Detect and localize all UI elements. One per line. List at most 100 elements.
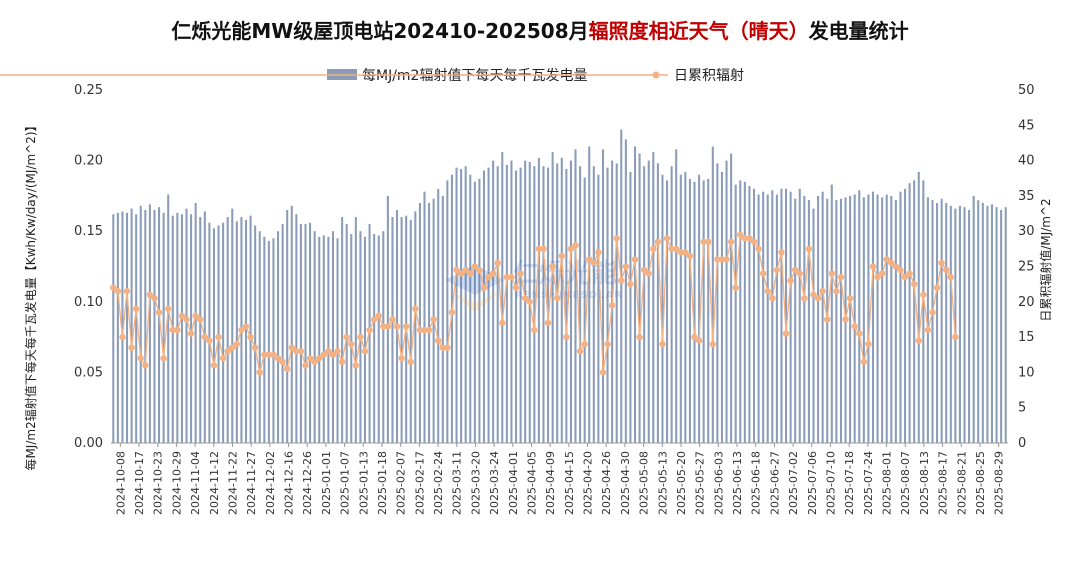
y-left-tick: 0.15	[74, 224, 103, 239]
bar	[153, 210, 156, 443]
bar	[304, 224, 307, 443]
y-left-tick: 0.20	[74, 154, 103, 169]
x-tick-label: 2025-06-18	[750, 451, 763, 515]
bar	[272, 238, 275, 443]
radiation-point	[325, 348, 332, 355]
x-tick-label: 2024-10-29	[170, 451, 183, 515]
bar	[913, 180, 916, 444]
title-highlight: 辐照度相近天气（晴天）	[589, 19, 809, 43]
bar	[656, 163, 659, 443]
watermark-text: 仁烁光能	[513, 258, 617, 289]
radiation-point	[242, 323, 250, 330]
x-tick-label: 2025-07-02	[787, 451, 800, 515]
y-axis-left: 0.00 0.05 0.10 0.15 0.20 0.25	[74, 83, 103, 451]
x-tick-label: 2025-05-13	[656, 451, 669, 515]
radiation-point	[897, 266, 904, 274]
bar	[762, 191, 765, 443]
radiation-point	[700, 238, 707, 245]
radiation-point	[146, 291, 154, 298]
bar	[977, 200, 980, 443]
bar	[473, 181, 476, 443]
x-tick-label: 2024-11-27	[245, 451, 258, 515]
bar	[785, 188, 788, 443]
radiation-point	[187, 330, 195, 337]
bar	[734, 184, 737, 443]
radiation-point	[755, 245, 762, 253]
radiation-point	[398, 355, 405, 362]
radiation-point	[480, 284, 488, 291]
bar	[501, 152, 504, 444]
radiation-point	[714, 256, 721, 263]
x-tick-label: 2025-08-07	[899, 451, 912, 515]
bar	[812, 208, 815, 443]
x-tick-label: 2025-08-21	[955, 451, 968, 515]
bar	[684, 171, 687, 443]
radiation-point	[476, 266, 483, 274]
radiation-point	[705, 238, 712, 245]
bar	[670, 166, 673, 444]
radiation-point	[448, 309, 456, 316]
radiation-point	[366, 326, 373, 334]
radiation-point	[947, 273, 954, 281]
radiation-point	[837, 273, 845, 281]
radiation-point	[215, 333, 222, 341]
bar	[290, 205, 293, 443]
radiation-point	[663, 235, 671, 242]
x-tick-label: 2024-11-22	[227, 451, 240, 515]
radiation-point	[805, 245, 813, 253]
bar	[363, 236, 367, 443]
bar	[899, 191, 902, 443]
radiation-point	[554, 295, 561, 302]
y-left-tick: 0.10	[74, 295, 103, 310]
radiation-point	[270, 351, 277, 358]
bar	[313, 231, 316, 443]
radiation-point	[741, 235, 749, 242]
radiation-point	[256, 369, 263, 376]
radiation-point	[938, 259, 945, 267]
radiation-point	[576, 348, 584, 355]
x-tick-label: 2025-04-20	[582, 451, 595, 515]
x-tick-label: 2025-01-07	[339, 451, 352, 515]
radiation-point	[878, 270, 886, 277]
bar	[460, 169, 463, 443]
bar	[428, 202, 431, 443]
bar	[482, 170, 486, 443]
radiation-point	[636, 333, 643, 341]
radiation-point	[457, 270, 465, 277]
radiation-point	[439, 344, 446, 351]
radiation-point	[622, 263, 630, 270]
radiation-point	[316, 355, 323, 362]
x-tick-label: 2025-08-17	[937, 451, 950, 515]
x-axis: 2024-10-08 2024-10-17 2024-10-23 2024-10-29…	[111, 442, 1008, 515]
bar	[190, 214, 193, 443]
bar	[830, 184, 833, 443]
bar	[277, 231, 280, 443]
radiation-point	[462, 266, 469, 274]
radiation-point	[361, 348, 369, 355]
radiation-point	[796, 270, 803, 277]
radiation-point	[142, 362, 149, 369]
x-tick-label: 2025-07-06	[806, 451, 819, 515]
bar	[862, 197, 865, 443]
bar	[208, 222, 211, 443]
y-left-tick: 0.25	[74, 83, 103, 98]
bar	[327, 236, 330, 443]
title-suffix: 发电量统计	[808, 19, 909, 43]
x-tick-label: 2025-04-30	[619, 451, 632, 515]
x-tick-label: 2025-01-13	[357, 451, 370, 515]
radiation-point	[915, 337, 922, 344]
radiation-point	[293, 348, 300, 355]
x-tick-label: 2024-10-23	[152, 451, 165, 515]
bar	[688, 178, 691, 443]
bar	[633, 146, 637, 444]
radiation-point	[494, 259, 501, 267]
radiation-point	[856, 330, 863, 337]
radiation-point	[640, 266, 648, 274]
radiation-point	[819, 288, 826, 295]
radiation-point	[155, 309, 163, 316]
radiation-point	[352, 362, 360, 369]
bar	[890, 195, 893, 443]
radiation-point	[645, 270, 652, 277]
y-left-tick: 0.05	[74, 365, 103, 380]
bar	[537, 157, 540, 443]
